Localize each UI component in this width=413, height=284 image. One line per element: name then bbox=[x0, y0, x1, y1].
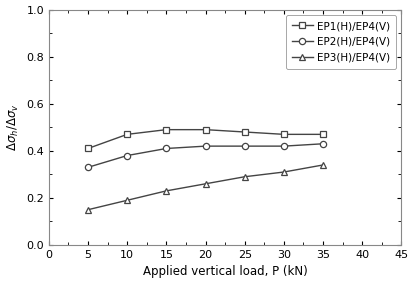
EP3(H)/EP4(V) bbox=[124, 199, 129, 202]
EP2(H)/EP4(V) bbox=[124, 154, 129, 157]
EP1(H)/EP4(V) bbox=[124, 133, 129, 136]
Legend: EP1(H)/EP4(V), EP2(H)/EP4(V), EP3(H)/EP4(V): EP1(H)/EP4(V), EP2(H)/EP4(V), EP3(H)/EP4… bbox=[285, 15, 395, 69]
EP1(H)/EP4(V) bbox=[164, 128, 169, 131]
EP3(H)/EP4(V) bbox=[242, 175, 247, 178]
EP1(H)/EP4(V) bbox=[281, 133, 286, 136]
EP2(H)/EP4(V) bbox=[202, 145, 207, 148]
EP1(H)/EP4(V) bbox=[202, 128, 207, 131]
EP3(H)/EP4(V) bbox=[202, 182, 207, 185]
EP2(H)/EP4(V) bbox=[242, 145, 247, 148]
Y-axis label: $\Delta\sigma_h/\Delta\sigma_v$: $\Delta\sigma_h/\Delta\sigma_v$ bbox=[5, 104, 21, 151]
X-axis label: Applied vertical load, P (kN): Applied vertical load, P (kN) bbox=[142, 266, 307, 278]
EP1(H)/EP4(V) bbox=[320, 133, 325, 136]
EP3(H)/EP4(V) bbox=[320, 163, 325, 167]
EP1(H)/EP4(V) bbox=[85, 147, 90, 150]
Line: EP2(H)/EP4(V): EP2(H)/EP4(V) bbox=[85, 141, 325, 170]
Line: EP3(H)/EP4(V): EP3(H)/EP4(V) bbox=[85, 162, 325, 213]
Line: EP1(H)/EP4(V): EP1(H)/EP4(V) bbox=[85, 126, 325, 152]
EP2(H)/EP4(V) bbox=[281, 145, 286, 148]
EP2(H)/EP4(V) bbox=[164, 147, 169, 150]
EP2(H)/EP4(V) bbox=[85, 166, 90, 169]
EP3(H)/EP4(V) bbox=[164, 189, 169, 193]
EP3(H)/EP4(V) bbox=[281, 170, 286, 174]
EP3(H)/EP4(V) bbox=[85, 208, 90, 211]
EP1(H)/EP4(V) bbox=[242, 130, 247, 134]
EP2(H)/EP4(V) bbox=[320, 142, 325, 145]
